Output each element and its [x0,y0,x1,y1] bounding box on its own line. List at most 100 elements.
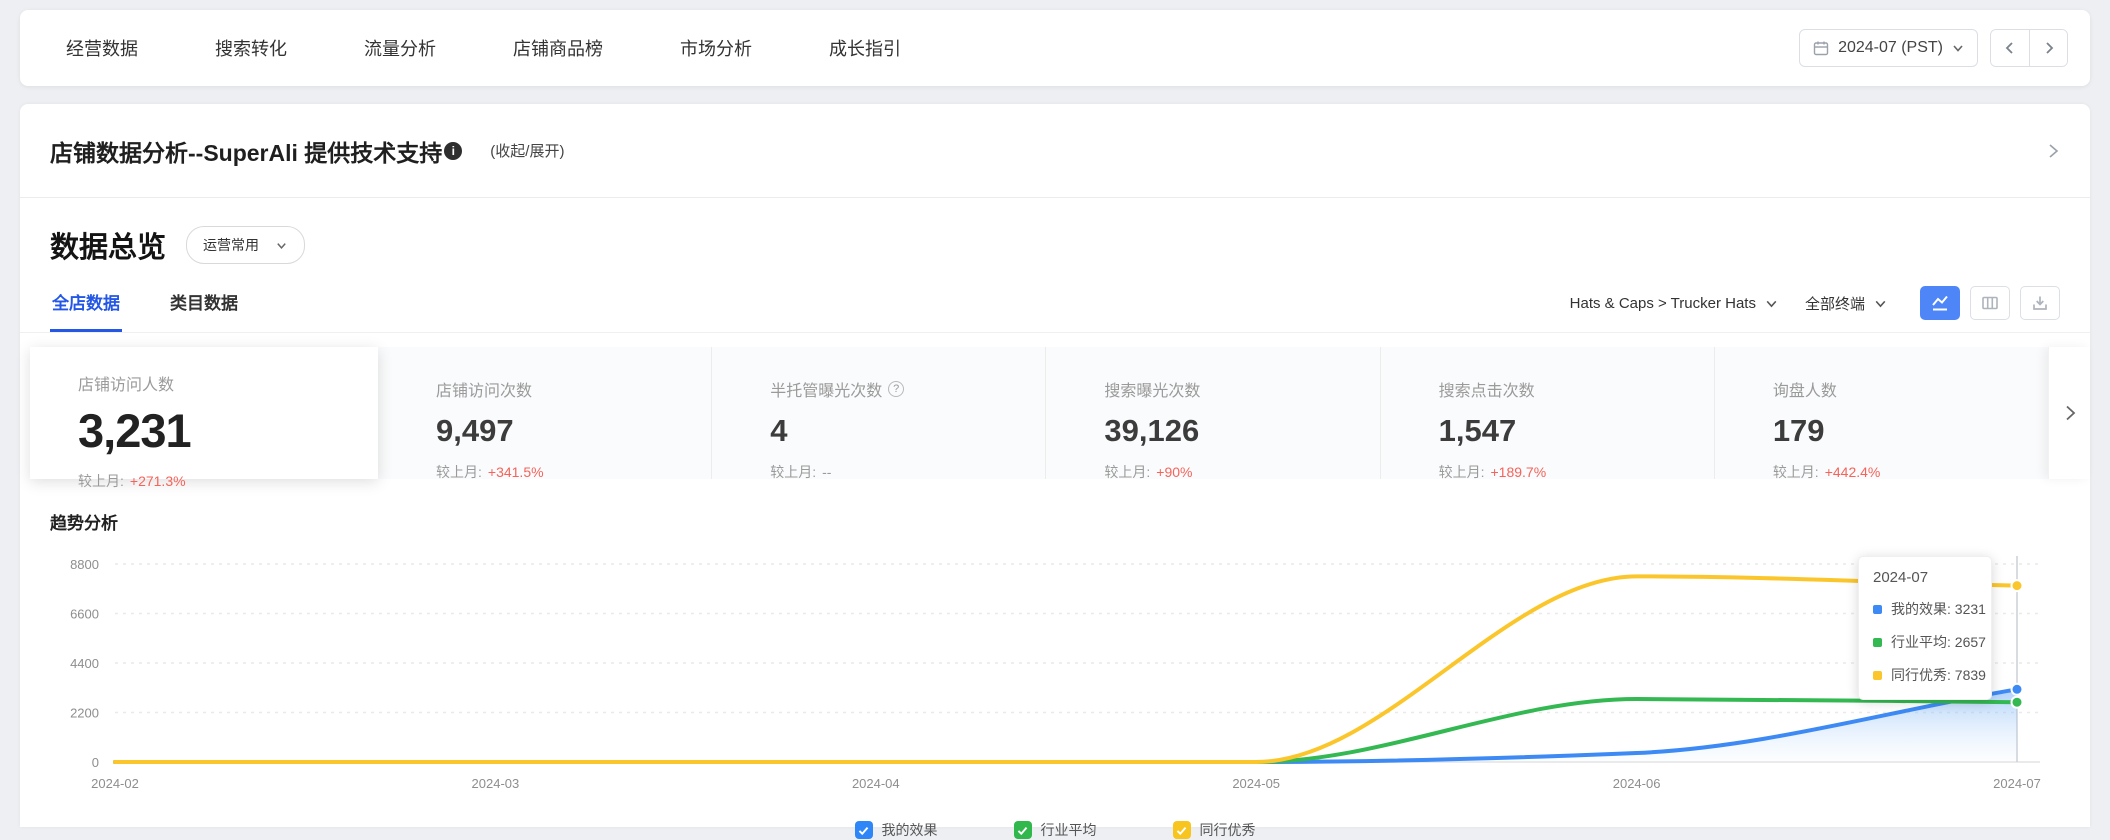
y-axis-tick: 8800 [70,557,99,572]
overview-header: 数据总览 运营常用 [50,224,2090,266]
tooltip-row: 同行优秀: 7839 [1873,665,1986,685]
terminal-filter[interactable]: 全部终端 [1805,293,1888,314]
metrics-next-button[interactable] [2048,347,2091,479]
nav-item-product-rank[interactable]: 店铺商品榜 [513,39,603,59]
chart-tooltip: 2024-07 我的效果: 3231 行业平均: 2657 同行优秀: 7839 [1858,556,1992,700]
help-icon[interactable]: ? [888,381,905,397]
metric-change: 较上月: +271.3% [78,471,378,491]
metric-label: 店铺访问人数 [78,377,175,394]
chevron-down-icon [1875,300,1886,307]
prev-month-button[interactable] [1991,30,2029,66]
change-label: 较上月: [1104,464,1151,480]
top-nav-bar: 经营数据 搜索转化 流量分析 店铺商品榜 市场分析 成长指引 2024-07 (… [20,10,2090,86]
collapse-expand-toggle[interactable]: (收起/展开) [490,143,565,160]
change-label: 较上月: [1772,464,1819,480]
series-color-dot [1873,604,1882,614]
legend-item-my-performance[interactable]: 我的效果 [854,820,938,840]
checkbox-checked-icon[interactable] [854,821,873,839]
chevron-down-icon [277,242,286,249]
nav-item-market[interactable]: 市场分析 [680,39,752,59]
chevron-down-icon [1951,41,1965,55]
x-axis-tick: 2024-04 [852,776,900,791]
y-axis-tick: 2200 [70,706,99,721]
change-value: +271.3% [129,473,186,489]
y-axis-tick: 4400 [70,656,99,671]
view-toggle-buttons [1920,286,2060,320]
change-value: +90% [1156,464,1193,480]
tooltip-title: 2024-07 [1873,569,1929,586]
area-fill [115,689,2017,762]
chevron-right-icon [2065,405,2075,421]
tab-category-data[interactable]: 类目数据 [170,294,238,313]
metric-change: 较上月: +442.4% [1773,462,2048,482]
table-columns-icon [1982,296,1998,310]
series-color-dot [1873,670,1882,680]
change-label: 较上月: [436,464,482,480]
trend-chart-area: 0 2200 4400 6600 8800 2024-02 2024-03 2024-04 20… [20,538,2090,808]
metric-card-search-impressions[interactable]: 搜索曝光次数 39,126 较上月: +90% [1045,347,1380,480]
tooltip-row: 行业平均: 2657 [1873,632,1986,652]
month-pager [1990,29,2068,67]
main-panel: 店铺数据分析--SuperAli 提供技术支持 i (收起/展开) 数据总览 运… [20,104,2091,839]
metric-card-search-clicks[interactable]: 搜索点击次数 1,547 较上月: +189.7% [1379,347,1714,482]
x-axis-tick: 2024-02 [91,776,139,791]
metric-label: 询盘人数 [1772,383,1837,400]
tooltip-row: 我的效果: 3231 [1873,599,1986,619]
terminal-filter-value: 全部终端 [1804,295,1865,313]
change-value: +189.7% [1490,464,1547,480]
metric-card-semi-managed-impressions[interactable]: 半托管曝光次数 ? 4 较上月: -- [711,347,1046,482]
tooltip-row-text: 行业平均: 2657 [1891,634,1986,650]
series-end-dot [2010,579,2024,593]
checkbox-checked-icon[interactable] [1013,821,1032,839]
metric-label-text: 半托管曝光次数 [770,383,883,400]
metric-card-store-visits[interactable]: 店铺访问次数 9,497 较上月: +341.5% [378,347,712,482]
section-title: 数据总览 [50,232,167,264]
y-axis-tick: 0 [92,755,99,770]
nav-item-growth-guide[interactable]: 成长指引 [829,39,901,59]
nav-item-traffic[interactable]: 流量分析 [364,39,436,59]
preset-select[interactable]: 运营常用 [186,226,306,264]
checkbox-checked-icon[interactable] [1172,821,1191,839]
category-filter-value: Hats & Caps > Trucker Hats [1569,294,1756,312]
next-month-button[interactable] [2029,30,2067,66]
preset-select-value: 运营常用 [203,237,260,253]
metric-card-inquiry-people[interactable]: 询盘人数 179 较上月: +442.4% [1713,347,2049,482]
metric-value: 9,497 [436,413,514,448]
month-picker-value: 2024-07 (PST) [1838,39,1943,56]
month-picker[interactable]: 2024-07 (PST) [1799,29,1978,67]
calendar-icon [1812,39,1830,57]
legend-item-peer-excellent[interactable]: 同行优秀 [1172,820,1256,840]
x-axis-tick: 2024-03 [472,776,520,791]
metric-label: 搜索点击次数 [1438,383,1535,400]
metric-change: 较上月: -- [770,462,1045,482]
change-value: +442.4% [1824,464,1881,480]
nav-item-business-data[interactable]: 经营数据 [66,39,138,59]
category-filter[interactable]: Hats & Caps > Trucker Hats [1570,295,1779,312]
metric-label: 搜索曝光次数 [1104,383,1201,400]
legend-label: 行业平均 [1040,822,1097,838]
tabs-right-controls: Hats & Caps > Trucker Hats 全部终端 [1570,286,2060,332]
x-axis-tick: 2024-07 [1993,776,2041,791]
tabs-row: 全店数据 类目数据 Hats & Caps > Trucker Hats 全部终… [20,286,2090,333]
line-chart-view-button[interactable] [1920,286,1960,320]
page-title: 店铺数据分析--SuperAli 提供技术支持 [50,139,443,166]
metric-value: 1,547 [1438,413,1517,448]
change-label: 较上月: [770,464,817,480]
download-button[interactable] [2020,286,2060,320]
trend-chart[interactable]: 0 2200 4400 6600 8800 2024-02 2024-03 2024-04 20… [20,538,2090,808]
nav-item-search-convert[interactable]: 搜索转化 [215,39,287,59]
metric-card-strip: 店铺访问人数 3,231 较上月: +271.3% 店铺访问次数 9,497 较上… [30,347,2091,489]
analysis-title-row: 店铺数据分析--SuperAli 提供技术支持 i (收起/展开) [20,104,2090,198]
series-end-dot [2010,682,2024,696]
tooltip-row-text: 我的效果: 3231 [1891,601,1986,617]
legend-item-industry-average[interactable]: 行业平均 [1013,820,1097,840]
chevron-right-icon[interactable] [2044,142,2062,160]
metric-card-store-visitors[interactable]: 店铺访问人数 3,231 较上月: +271.3% [30,347,378,489]
metric-change: 较上月: +341.5% [436,462,711,482]
tab-whole-store-data[interactable]: 全店数据 [50,289,122,332]
info-icon[interactable]: i [444,141,463,160]
metric-change: 较上月: +189.7% [1439,462,1714,482]
table-view-button[interactable] [1970,286,2010,320]
metric-value: 179 [1772,413,1825,448]
change-value: +341.5% [487,464,544,480]
